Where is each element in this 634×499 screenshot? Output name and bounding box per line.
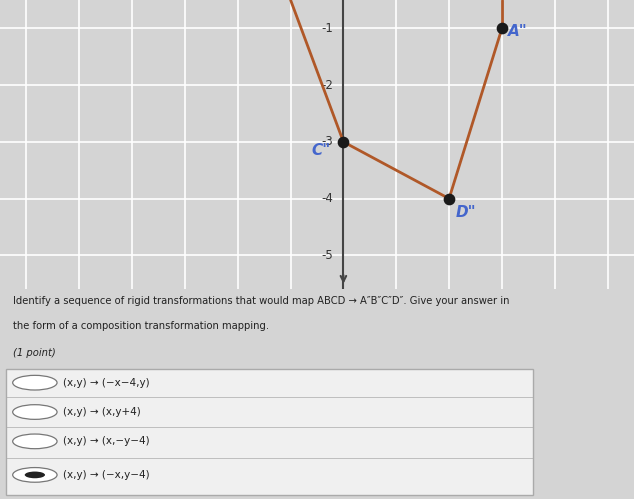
Text: -3: -3: [321, 135, 333, 148]
Circle shape: [13, 468, 57, 482]
Point: [497, 24, 507, 32]
Text: C": C": [312, 143, 331, 158]
Text: -4: -4: [321, 192, 333, 205]
Circle shape: [13, 434, 57, 449]
Text: D": D": [455, 205, 476, 221]
Text: (x,y) → (x,−y−4): (x,y) → (x,−y−4): [63, 436, 150, 447]
Text: -1: -1: [321, 22, 333, 35]
Point: [339, 138, 349, 146]
Circle shape: [13, 405, 57, 419]
Text: (x,y) → (−x−4,y): (x,y) → (−x−4,y): [63, 378, 150, 388]
Circle shape: [25, 472, 45, 478]
Text: A": A": [508, 24, 528, 39]
Circle shape: [13, 375, 57, 390]
Text: -5: -5: [321, 249, 333, 262]
Text: (x,y) → (−x,y−4): (x,y) → (−x,y−4): [63, 470, 150, 480]
Text: (x,y) → (x,y+4): (x,y) → (x,y+4): [63, 407, 141, 417]
Text: Identify a sequence of rigid transformations that would map ABCD → A″B″C″D″. Giv: Identify a sequence of rigid transformat…: [13, 296, 509, 306]
Text: -2: -2: [321, 79, 333, 92]
Text: (1 point): (1 point): [13, 348, 55, 358]
Point: [444, 195, 454, 203]
Bar: [6, 369, 533, 495]
Text: the form of a composition transformation mapping.: the form of a composition transformation…: [13, 321, 269, 331]
